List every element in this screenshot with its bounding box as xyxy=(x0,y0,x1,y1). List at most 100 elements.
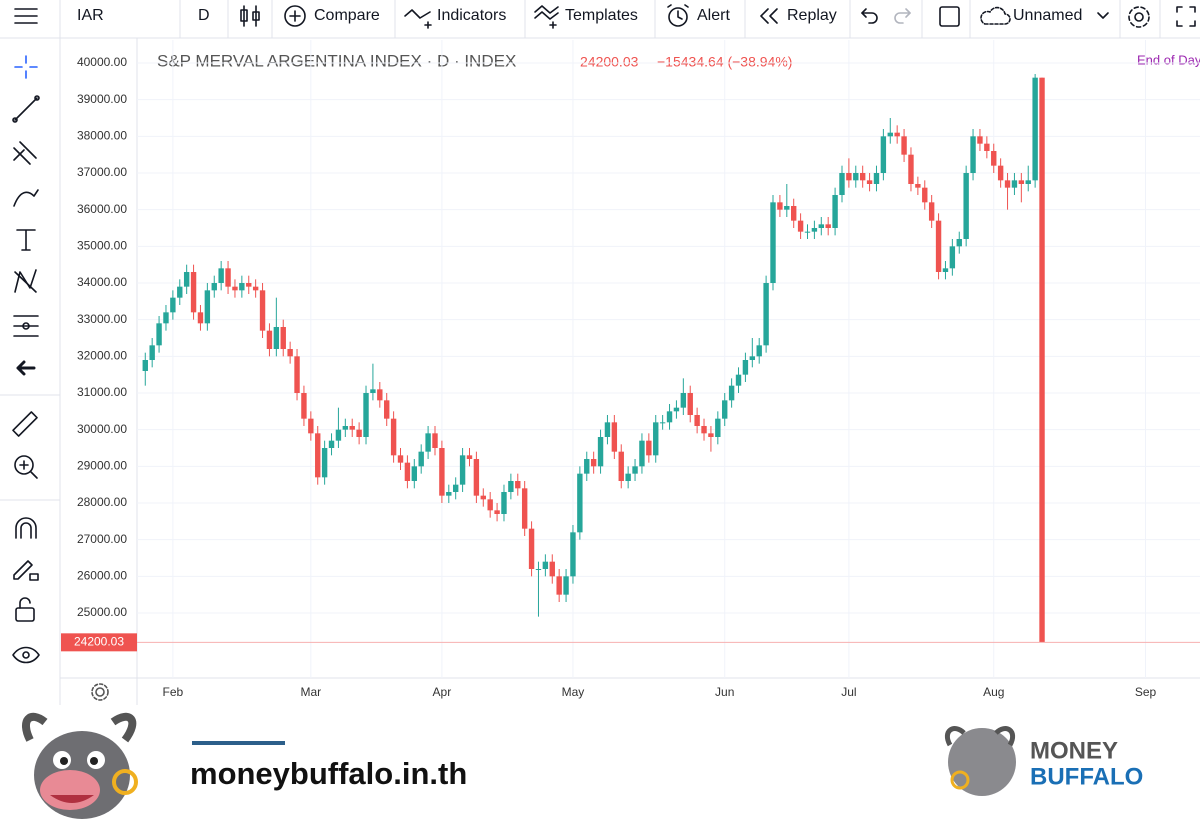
settings-icon[interactable] xyxy=(1128,6,1150,28)
accent-bar xyxy=(192,741,285,745)
compare-icon[interactable] xyxy=(284,5,306,27)
candle-body xyxy=(439,448,445,496)
candle-body xyxy=(1011,180,1018,188)
candle-body xyxy=(156,323,162,346)
candle-body xyxy=(818,224,824,228)
back-icon[interactable] xyxy=(16,360,36,376)
symbol[interactable]: IAR xyxy=(77,7,104,24)
candle-body xyxy=(749,356,756,360)
candle-body xyxy=(701,426,707,434)
candle-body xyxy=(859,173,866,181)
trendline-tool[interactable] xyxy=(12,95,40,123)
candle-body xyxy=(528,528,535,569)
y-tick-label: 26000.00 xyxy=(77,569,127,583)
x-tick-label: Sep xyxy=(1135,685,1157,699)
replay-icon[interactable] xyxy=(760,8,778,24)
y-tick-label: 38000.00 xyxy=(77,129,127,143)
menu-icon[interactable] xyxy=(14,8,38,24)
candle-body xyxy=(584,459,590,474)
candle-body xyxy=(397,455,404,463)
candle-body xyxy=(170,297,176,313)
candle-body xyxy=(556,576,562,595)
candle-body xyxy=(549,561,555,577)
candle-body xyxy=(321,448,328,478)
candle-body xyxy=(618,451,624,481)
replay-button[interactable]: Replay xyxy=(787,7,837,24)
candle-body xyxy=(190,272,197,313)
candle-body xyxy=(846,173,852,181)
candle-body xyxy=(694,415,700,426)
brand-logo xyxy=(944,726,1016,796)
cloud-icon[interactable] xyxy=(980,6,1011,25)
compare-button[interactable]: Compare xyxy=(314,7,380,24)
crosshair-tool[interactable] xyxy=(14,55,38,79)
alert-button[interactable]: Alert xyxy=(697,7,730,24)
lock-drawing-tool[interactable] xyxy=(13,560,39,581)
last-price-tag xyxy=(61,633,137,652)
brand-top: MONEY xyxy=(1030,737,1118,764)
templates-icon[interactable] xyxy=(534,5,559,29)
candle-body xyxy=(563,576,569,595)
candle-body xyxy=(715,418,721,437)
templates-button[interactable]: Templates xyxy=(565,7,638,24)
candle-body xyxy=(825,224,831,228)
visibility-tool[interactable] xyxy=(12,646,40,664)
candle-body xyxy=(756,345,762,357)
candle-body xyxy=(611,422,618,452)
layout-name[interactable]: Unnamed xyxy=(1013,7,1082,24)
candle-body xyxy=(149,345,155,360)
candle-body xyxy=(163,312,169,324)
last-price: 24200.03 xyxy=(580,54,639,70)
indicators-icon[interactable] xyxy=(404,9,432,29)
candle-body xyxy=(949,246,956,269)
text-tool[interactable] xyxy=(16,229,36,251)
x-tick-label: Apr xyxy=(433,685,452,699)
y-tick-label: 37000.00 xyxy=(77,165,127,179)
last-price-tag-label: 24200.03 xyxy=(74,635,124,649)
x-tick-label: Jun xyxy=(715,685,734,699)
candle-body xyxy=(239,283,245,291)
magnet-tool[interactable] xyxy=(15,517,37,539)
candle-body xyxy=(418,451,424,467)
candle-body xyxy=(577,473,583,533)
candle-body xyxy=(839,173,845,195)
undo-icon[interactable] xyxy=(861,8,878,24)
prediction-tool[interactable] xyxy=(13,315,39,337)
brush-tool[interactable] xyxy=(13,189,39,207)
y-tick-label: 35000.00 xyxy=(77,239,127,253)
candle-body xyxy=(666,411,673,423)
y-tick-label: 28000.00 xyxy=(77,495,127,509)
candle-body xyxy=(784,206,790,210)
pattern-tool[interactable] xyxy=(14,269,37,293)
redo-icon[interactable] xyxy=(894,8,911,24)
banner: moneybuffalo.in.th MONEY BUFFALO xyxy=(22,712,1143,819)
candle-body xyxy=(542,561,549,569)
candle-body xyxy=(404,462,411,481)
axis-settings-icon[interactable] xyxy=(91,683,109,701)
candle-body xyxy=(708,433,714,437)
y-tick-label: 27000.00 xyxy=(77,532,127,546)
candle-body xyxy=(294,356,300,393)
candle-body xyxy=(466,455,473,459)
candle-body xyxy=(997,165,1004,181)
indicators-button[interactable]: Indicators xyxy=(437,7,506,24)
zoom-tool[interactable] xyxy=(14,455,38,479)
candle-body xyxy=(866,180,873,184)
fullscreen-icon[interactable] xyxy=(1176,6,1196,27)
interval[interactable]: D xyxy=(198,7,210,24)
candle-body xyxy=(597,437,604,467)
x-tick-label: Aug xyxy=(983,685,1004,699)
lock-tool[interactable] xyxy=(15,597,35,622)
alert-icon[interactable] xyxy=(667,4,689,27)
candle-body xyxy=(777,202,783,210)
layout-dropdown[interactable] xyxy=(1097,12,1109,19)
x-tick-label: May xyxy=(562,685,585,699)
fib-tool[interactable] xyxy=(13,141,37,165)
candle-body xyxy=(922,187,928,203)
ruler-tool[interactable] xyxy=(12,411,38,437)
top-toolbar: IAR D Compare Indicators Templates Alert… xyxy=(0,0,1200,39)
fullscreen-select[interactable] xyxy=(939,6,960,27)
candle-body xyxy=(935,220,942,272)
chart-style-icon[interactable] xyxy=(240,5,260,27)
